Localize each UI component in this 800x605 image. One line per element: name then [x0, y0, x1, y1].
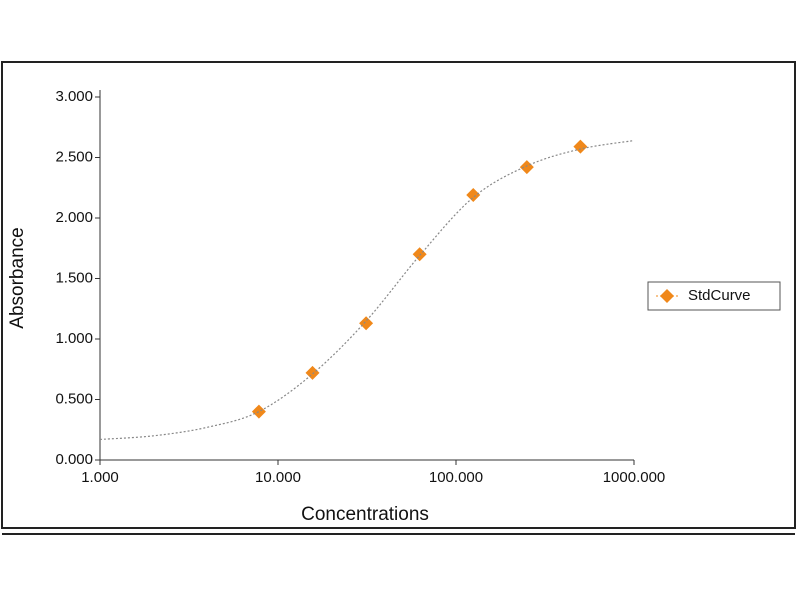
data-point: [519, 160, 534, 175]
y-tick-label: 2.500: [55, 148, 93, 165]
x-axis-title: Concentrations: [301, 504, 429, 525]
data-point: [412, 247, 427, 262]
fit-curve: [99, 139, 635, 441]
chart-frame: [1, 61, 796, 529]
y-tick-label: 1.000: [55, 330, 93, 347]
data-point: [573, 139, 588, 154]
x-tick-label: 100.000: [429, 469, 483, 486]
y-axis-title: Absorbance: [7, 227, 28, 328]
data-point: [359, 316, 374, 331]
y-tick-label: 0.500: [55, 390, 93, 407]
y-tick-label: 2.000: [55, 209, 93, 226]
y-tick-label: 3.000: [55, 88, 93, 105]
y-tick-label: 1.500: [55, 269, 93, 286]
legend-label: StdCurve: [688, 287, 751, 304]
data-point: [466, 188, 481, 203]
x-tick-label: 10.000: [255, 469, 301, 486]
legend-marker: [660, 289, 674, 303]
data-point: [305, 365, 320, 380]
x-tick-label: 1000.000: [603, 469, 666, 486]
x-tick-label: 1.000: [81, 469, 119, 486]
y-tick-label: 0.000: [55, 451, 93, 468]
data-point: [251, 404, 266, 419]
